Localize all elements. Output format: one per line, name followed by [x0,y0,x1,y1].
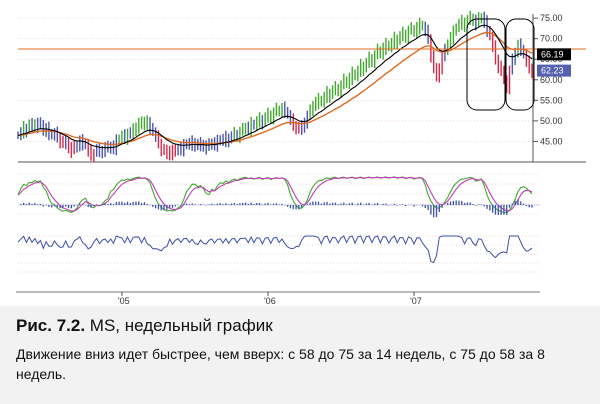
figure-caption: Рис. 7.2. MS, недельный график Движение … [16,316,586,384]
last-value-label: 62.23 [541,66,564,76]
force-index-line [17,235,533,264]
last-value-tag [537,64,571,77]
weekly-chart: 75.0070.0065.0060.0055.0050.0045.00'05'0… [16,10,586,306]
y-tick-label: 75.00 [540,13,563,23]
figure-title: Рис. 7.2. MS, недельный график [16,316,586,336]
stoch-d-line [17,176,533,212]
slow-ema-line [17,31,533,146]
x-tick-label: '05 [118,296,130,306]
x-tick-label: '06 [264,296,276,306]
y-tick-label: 70.00 [540,34,563,44]
highlight-down-move [505,18,535,111]
figure-title-text: MS, недельный график [89,316,273,335]
chart-area: 75.0070.0065.0060.0055.0050.0045.00'05'0… [0,0,600,306]
fast-ema-line [17,24,533,149]
highlight-up-move [466,18,506,111]
y-tick-label: 45.00 [540,136,563,146]
last-value-tag [537,48,571,61]
y-tick-label: 50.00 [540,116,563,126]
figure-label: Рис. 7.2. [16,316,86,335]
last-value-label: 66.19 [541,49,564,59]
figure-body: Движение вниз идет быстрее, чем вверх: с… [16,346,545,382]
stoch-k-line [17,176,533,214]
y-tick-label: 55.00 [540,95,563,105]
x-tick-label: '07 [410,296,422,306]
y-tick-label: 60.00 [540,75,563,85]
